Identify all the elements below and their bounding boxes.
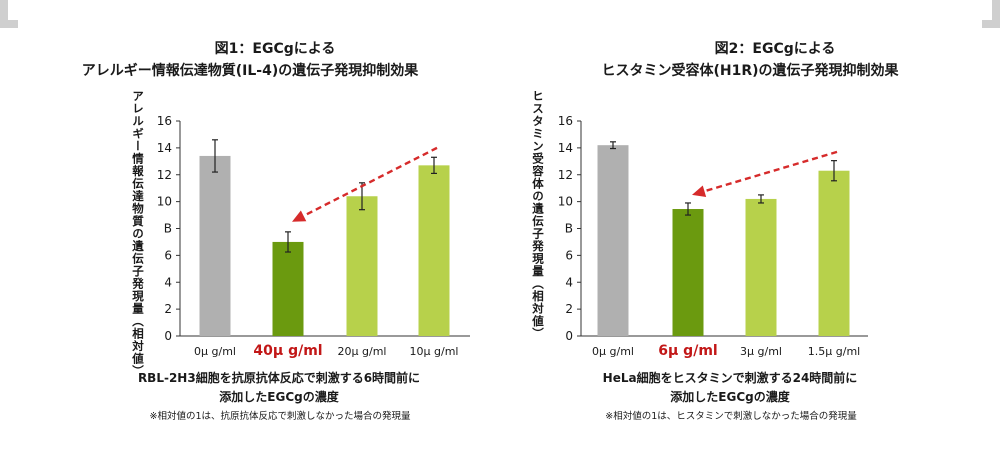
y-tick-label: B xyxy=(565,222,573,236)
category-label: 20μ g/ml xyxy=(338,345,387,358)
figure-2-title: 図2：EGCgによる ヒスタミン受容体(H1R)の遺伝子発現抑制効果 xyxy=(500,38,1000,82)
figure-2-caption: HeLa細胞をヒスタミンで刺激する24時間前に 添加したEGCgの濃度 xyxy=(500,369,1000,407)
bar xyxy=(418,165,450,336)
figure-1-title-line1: 図1：EGCgによる xyxy=(214,41,336,57)
category-label-highlight: 40μ g/ml xyxy=(253,343,322,359)
figure-1-title: 図1：EGCgによる アレルギー情報伝達物質(IL-4)の遺伝子発現抑制効果 xyxy=(0,38,500,82)
y-tick-label: 10 xyxy=(558,195,573,209)
figure-1-caption-line1: RBL-2H3細胞を抗原抗体反応で刺激する6時間前に xyxy=(137,371,421,385)
figure-2-note-text: ※相対値の1は、ヒスタミンで刺激しなかった場合の発現量 xyxy=(605,411,857,422)
trend-arrow-line xyxy=(303,146,438,217)
bar xyxy=(346,196,378,336)
y-tick-label: 12 xyxy=(558,168,573,182)
category-label: 0μ g/ml xyxy=(592,345,634,358)
figure-1-panel: 図1：EGCgによる アレルギー情報伝達物質(IL-4)の遺伝子発現抑制効果 ア… xyxy=(0,38,500,422)
corner-decoration-right xyxy=(982,0,1000,28)
y-tick-label: 2 xyxy=(164,302,172,316)
figure-2-title-line1: 図2：EGCgによる xyxy=(714,41,836,57)
bar xyxy=(672,209,704,336)
trend-arrow-head xyxy=(692,185,707,197)
figure-2-title-line2: ヒスタミン受容体(H1R)の遺伝子発現抑制効果 xyxy=(601,63,899,79)
y-tick-label: 14 xyxy=(157,141,172,155)
category-label: 3μ g/ml xyxy=(740,345,782,358)
category-label: 10μ g/ml xyxy=(410,345,459,358)
figure-2-caption-line2: 添加したEGCgの濃度 xyxy=(670,390,790,404)
y-tick-label: 16 xyxy=(157,114,172,128)
figure-2-y-axis-label: ヒスタミン受容体の遺伝子発現量（相対値） xyxy=(531,90,545,340)
y-tick-label: 12 xyxy=(157,168,172,182)
figure-1-y-axis-label: アレルギー情報伝達物質の遺伝子発現量（相対値） xyxy=(131,90,145,378)
figure-2-note: ※相対値の1は、ヒスタミンで刺激しなかった場合の発現量 xyxy=(500,408,1000,422)
figure-1-plot: 0 2 4 6 B 10 12 14 16 0μ g/ml 40μ g/ml 20μ g/ml 10μ … xyxy=(157,114,470,359)
category-label: 1.5μ g/ml xyxy=(808,345,860,358)
y-tick-label: 10 xyxy=(157,195,172,209)
figure-1-note-text: ※相対値の1は、抗原抗体反応で刺激しなかった場合の発現量 xyxy=(149,411,411,422)
bar xyxy=(818,170,850,336)
figure-2-panel: 図2：EGCgによる ヒスタミン受容体(H1R)の遺伝子発現抑制効果 ヒスタミン… xyxy=(500,0,1000,460)
figure-2-plot: 0 2 4 6 B 10 12 14 16 0μ g/ml 6μ g/ml 3μ g/ml 1.5μ g… xyxy=(558,114,868,359)
figure-1-caption-line2: 添加したEGCgの濃度 xyxy=(219,390,339,404)
y-tick-label: 16 xyxy=(558,114,573,128)
bar xyxy=(272,241,304,336)
y-tick-label: 14 xyxy=(558,141,573,155)
category-label-highlight: 6μ g/ml xyxy=(658,343,717,359)
bar xyxy=(745,198,777,336)
figure-1-note: ※相対値の1は、抗原抗体反応で刺激しなかった場合の発現量 xyxy=(0,408,500,422)
y-tick-label: 0 xyxy=(565,329,573,343)
y-tick-label: 2 xyxy=(565,302,573,316)
figure-2-caption-line1: HeLa細胞をヒスタミンで刺激する24時間前に xyxy=(602,371,858,385)
category-label: 0μ g/ml xyxy=(194,345,236,358)
trend-arrow-line xyxy=(704,150,838,193)
figure-1-caption: RBL-2H3細胞を抗原抗体反応で刺激する6時間前に 添加したEGCgの濃度 xyxy=(0,369,500,407)
figure-1-title-line2: アレルギー情報伝達物質(IL-4)の遺伝子発現抑制効果 xyxy=(81,63,419,79)
y-tick-label: 0 xyxy=(164,329,172,343)
y-tick-label: 4 xyxy=(565,275,573,289)
bar xyxy=(199,155,231,336)
y-tick-label: 6 xyxy=(565,248,573,262)
y-tick-label: 4 xyxy=(164,275,172,289)
y-tick-label: 6 xyxy=(164,248,172,262)
bar xyxy=(597,145,629,336)
corner-decoration-left xyxy=(0,0,18,28)
trend-arrow-head xyxy=(292,210,307,222)
y-tick-label: B xyxy=(164,222,172,236)
